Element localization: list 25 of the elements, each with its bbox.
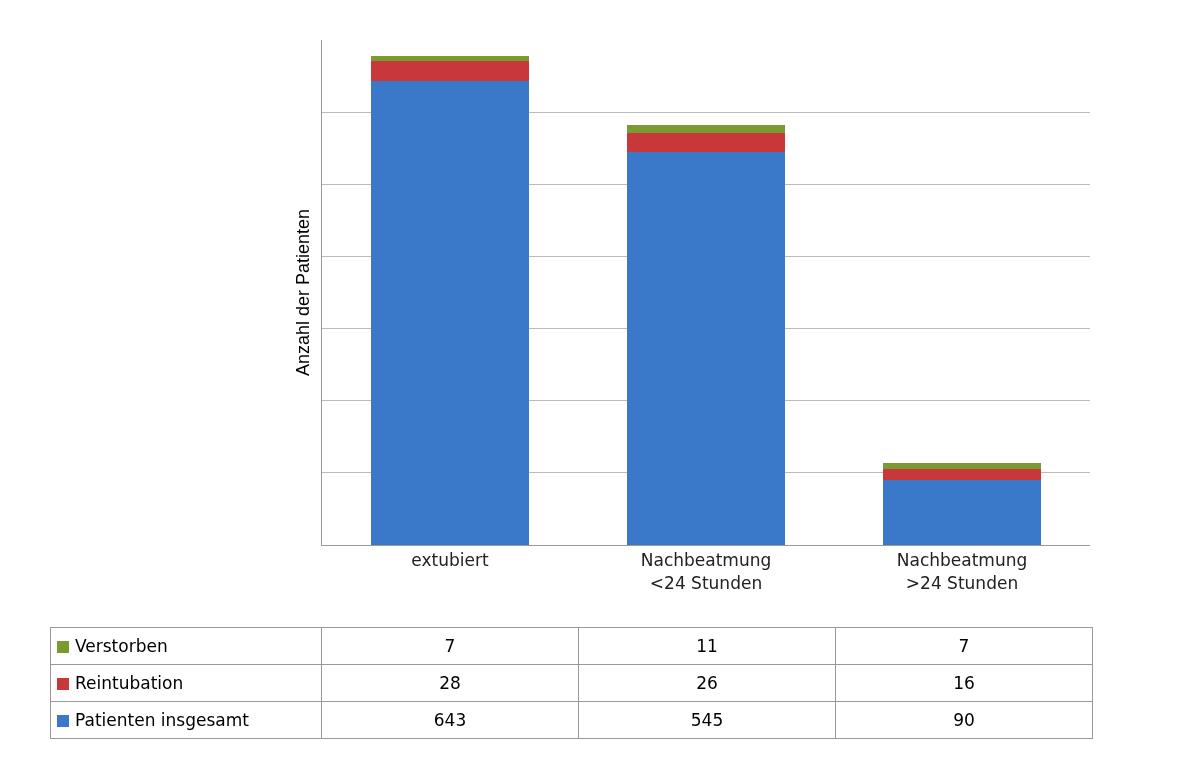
x-tick-label: Nachbeatmung <24 Stunden bbox=[640, 550, 772, 593]
x-tick-label: Nachbeatmung >24 Stunden bbox=[896, 550, 1028, 593]
y-axis-title: Anzahl der Patienten bbox=[293, 208, 314, 377]
legend-label: Reintubation bbox=[50, 664, 322, 702]
legend-label: Patienten insgesamt bbox=[50, 701, 322, 739]
data-label: 90 bbox=[835, 701, 1093, 739]
bar bbox=[370, 81, 530, 545]
data-label: 26 bbox=[578, 664, 836, 702]
data-label: 16 bbox=[835, 664, 1093, 702]
data-label: 11 bbox=[578, 627, 836, 665]
data-label: 28 bbox=[321, 664, 579, 702]
bar bbox=[370, 60, 530, 82]
bar bbox=[626, 125, 786, 134]
bar bbox=[882, 480, 1042, 545]
x-tick-label: extubiert bbox=[411, 550, 489, 571]
data-label: 7 bbox=[835, 627, 1093, 665]
bar bbox=[370, 55, 530, 61]
data-label: 7 bbox=[321, 627, 579, 665]
legend-label: Verstorben bbox=[50, 627, 322, 665]
bar bbox=[882, 463, 1042, 469]
bar bbox=[882, 468, 1042, 481]
data-label: 545 bbox=[578, 701, 836, 739]
data-label: 643 bbox=[321, 701, 579, 739]
bar bbox=[626, 151, 786, 545]
bar bbox=[626, 133, 786, 152]
